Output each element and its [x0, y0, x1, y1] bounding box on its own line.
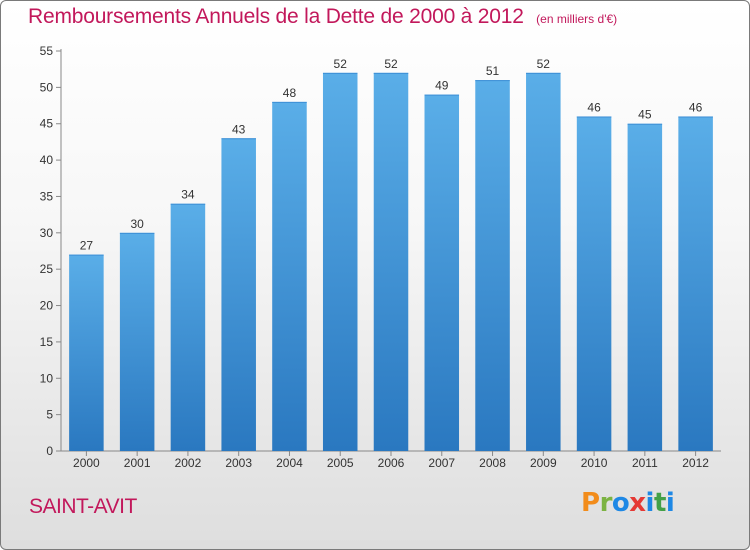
y-tick-label: 20	[40, 299, 54, 313]
x-tick-label-2010: 2010	[581, 456, 608, 470]
logo-letter: t	[653, 488, 666, 518]
bar-2001	[119, 232, 155, 451]
x-tick-label-2009: 2009	[530, 456, 557, 470]
title-row: Remboursements Annuels de la Dette de 20…	[28, 5, 617, 29]
x-tick-label-2003: 2003	[225, 456, 252, 470]
logo-letter: P	[581, 488, 600, 518]
y-tick-label: 10	[40, 371, 54, 385]
y-tick-label: 30	[40, 226, 54, 240]
chart-subtitle: (en milliers d'€)	[536, 12, 618, 26]
data-label-2000: 27	[80, 239, 94, 253]
y-tick-label: 55	[40, 44, 54, 58]
bar-2010	[576, 116, 612, 452]
x-tick-label-2004: 2004	[276, 456, 303, 470]
data-labels: 27 30 34 43 48 52 52 49 51 52 46 45 46	[80, 57, 703, 253]
x-tick-label-2011: 2011	[632, 456, 658, 470]
data-label-2009: 52	[537, 57, 551, 71]
x-tick-label-2006: 2006	[378, 456, 405, 470]
data-label-2007: 49	[435, 79, 449, 93]
data-label-2003: 43	[232, 122, 246, 136]
logo-letter: o	[611, 488, 630, 518]
bar-2005	[322, 72, 358, 452]
x-tick-label-2008: 2008	[479, 456, 506, 470]
y-tick-label: 35	[40, 189, 54, 203]
bars	[69, 72, 713, 452]
y-tick-label: 45	[40, 117, 54, 131]
proxiti-logo: Proxiti	[581, 488, 675, 518]
bar-2003	[221, 138, 256, 452]
logo-letter: x	[629, 488, 646, 518]
logo-letter: i	[665, 488, 675, 518]
data-label-2012: 46	[689, 100, 703, 114]
data-label-2008: 51	[486, 64, 500, 78]
bar-2009	[526, 72, 561, 452]
x-tick-label-2000: 2000	[73, 456, 100, 470]
bar-2004	[272, 101, 307, 451]
x-tick-label-2001: 2001	[124, 456, 151, 470]
data-label-2006: 52	[384, 57, 398, 71]
logo-letter: r	[599, 488, 613, 518]
y-tick-label: 50	[40, 80, 54, 94]
bar-2002	[170, 203, 206, 451]
logo-letter: i	[645, 488, 655, 518]
data-label-2001: 30	[130, 217, 144, 231]
chart-title: Remboursements Annuels de la Dette de 20…	[28, 5, 524, 28]
x-tick-label-2002: 2002	[175, 456, 202, 470]
data-label-2002: 34	[181, 188, 195, 202]
y-tick-label: 15	[40, 335, 54, 349]
y-tick-label: 5	[46, 408, 53, 422]
bar-2000	[69, 254, 104, 451]
data-label-2011: 45	[638, 108, 652, 122]
bar-2006	[373, 72, 409, 452]
bar-2007	[424, 94, 460, 452]
bar-2011	[627, 123, 663, 452]
bar-2012	[678, 116, 713, 452]
data-label-2005: 52	[334, 57, 348, 71]
data-label-2010: 46	[587, 100, 601, 114]
x-tick-label-2005: 2005	[327, 456, 354, 470]
x-tick-label-2007: 2007	[428, 456, 455, 470]
y-tick-label: 25	[40, 262, 54, 276]
y-tick-label: 0	[46, 444, 53, 458]
x-tick-label-2012: 2012	[682, 456, 709, 470]
y-tick-label: 40	[40, 153, 54, 167]
bar-2008	[475, 80, 510, 451]
place-name: SAINT-AVIT	[29, 495, 137, 518]
data-label-2004: 48	[283, 86, 297, 100]
